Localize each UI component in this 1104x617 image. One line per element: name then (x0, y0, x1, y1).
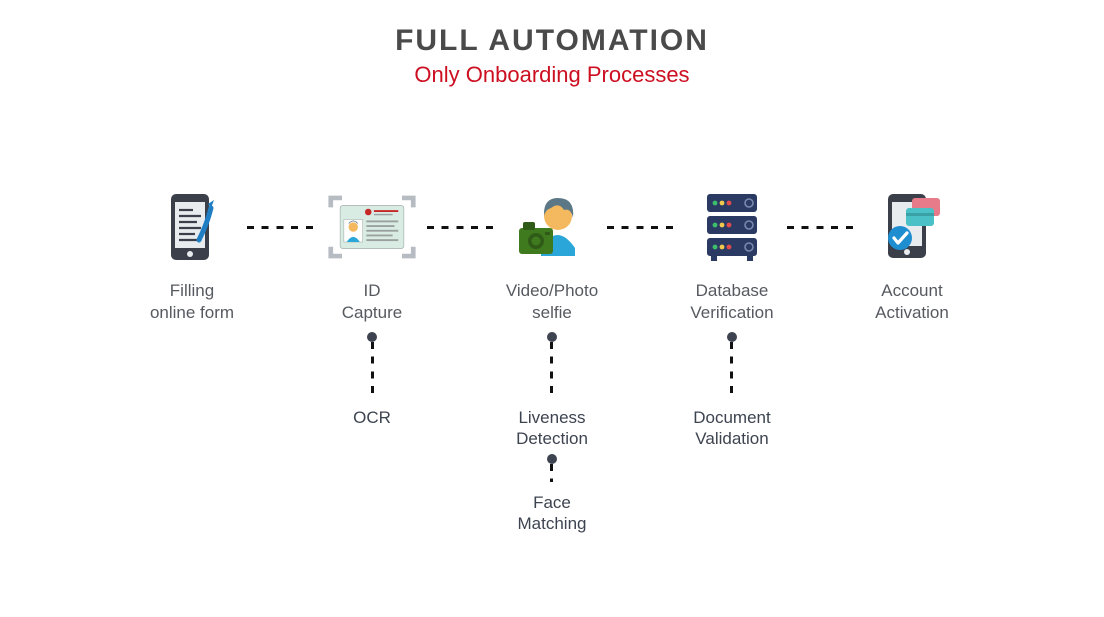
connector-dot (727, 332, 737, 342)
connector-vertical (371, 342, 374, 397)
step-label: ID Capture (342, 280, 402, 324)
sub-label: Document Validation (693, 407, 770, 450)
main-title: FULL AUTOMATION (0, 24, 1104, 58)
step-activation: Account Activation (827, 190, 997, 324)
flow-row: Filling online form (0, 190, 1104, 534)
sub-title: Only Onboarding Processes (0, 62, 1104, 88)
phone-check-icon (867, 190, 957, 264)
step-label: Video/Photo selfie (506, 280, 598, 324)
server-stack-icon (687, 190, 777, 264)
sub-column: OCR (353, 332, 391, 428)
selfie-camera-icon (507, 190, 597, 264)
connector-vertical (550, 342, 553, 397)
connector-dot (547, 454, 557, 464)
sub-column: Document Validation (693, 332, 770, 450)
sub-column: Liveness Detection Face Matching (516, 332, 588, 534)
step-label: Account Activation (875, 280, 949, 324)
connector-dot (547, 332, 557, 342)
sub-label: OCR (353, 407, 391, 428)
step-label: Filling online form (150, 280, 234, 324)
connector-vertical (550, 464, 553, 482)
connector-dot (367, 332, 377, 342)
step-label: Database Verification (690, 280, 773, 324)
id-card-icon (327, 190, 417, 264)
phone-form-icon (147, 190, 237, 264)
connector-vertical (730, 342, 733, 397)
title-block: FULL AUTOMATION Only Onboarding Processe… (0, 0, 1104, 88)
sub-label: Liveness Detection (516, 407, 588, 450)
sub-label: Face Matching (518, 492, 587, 535)
